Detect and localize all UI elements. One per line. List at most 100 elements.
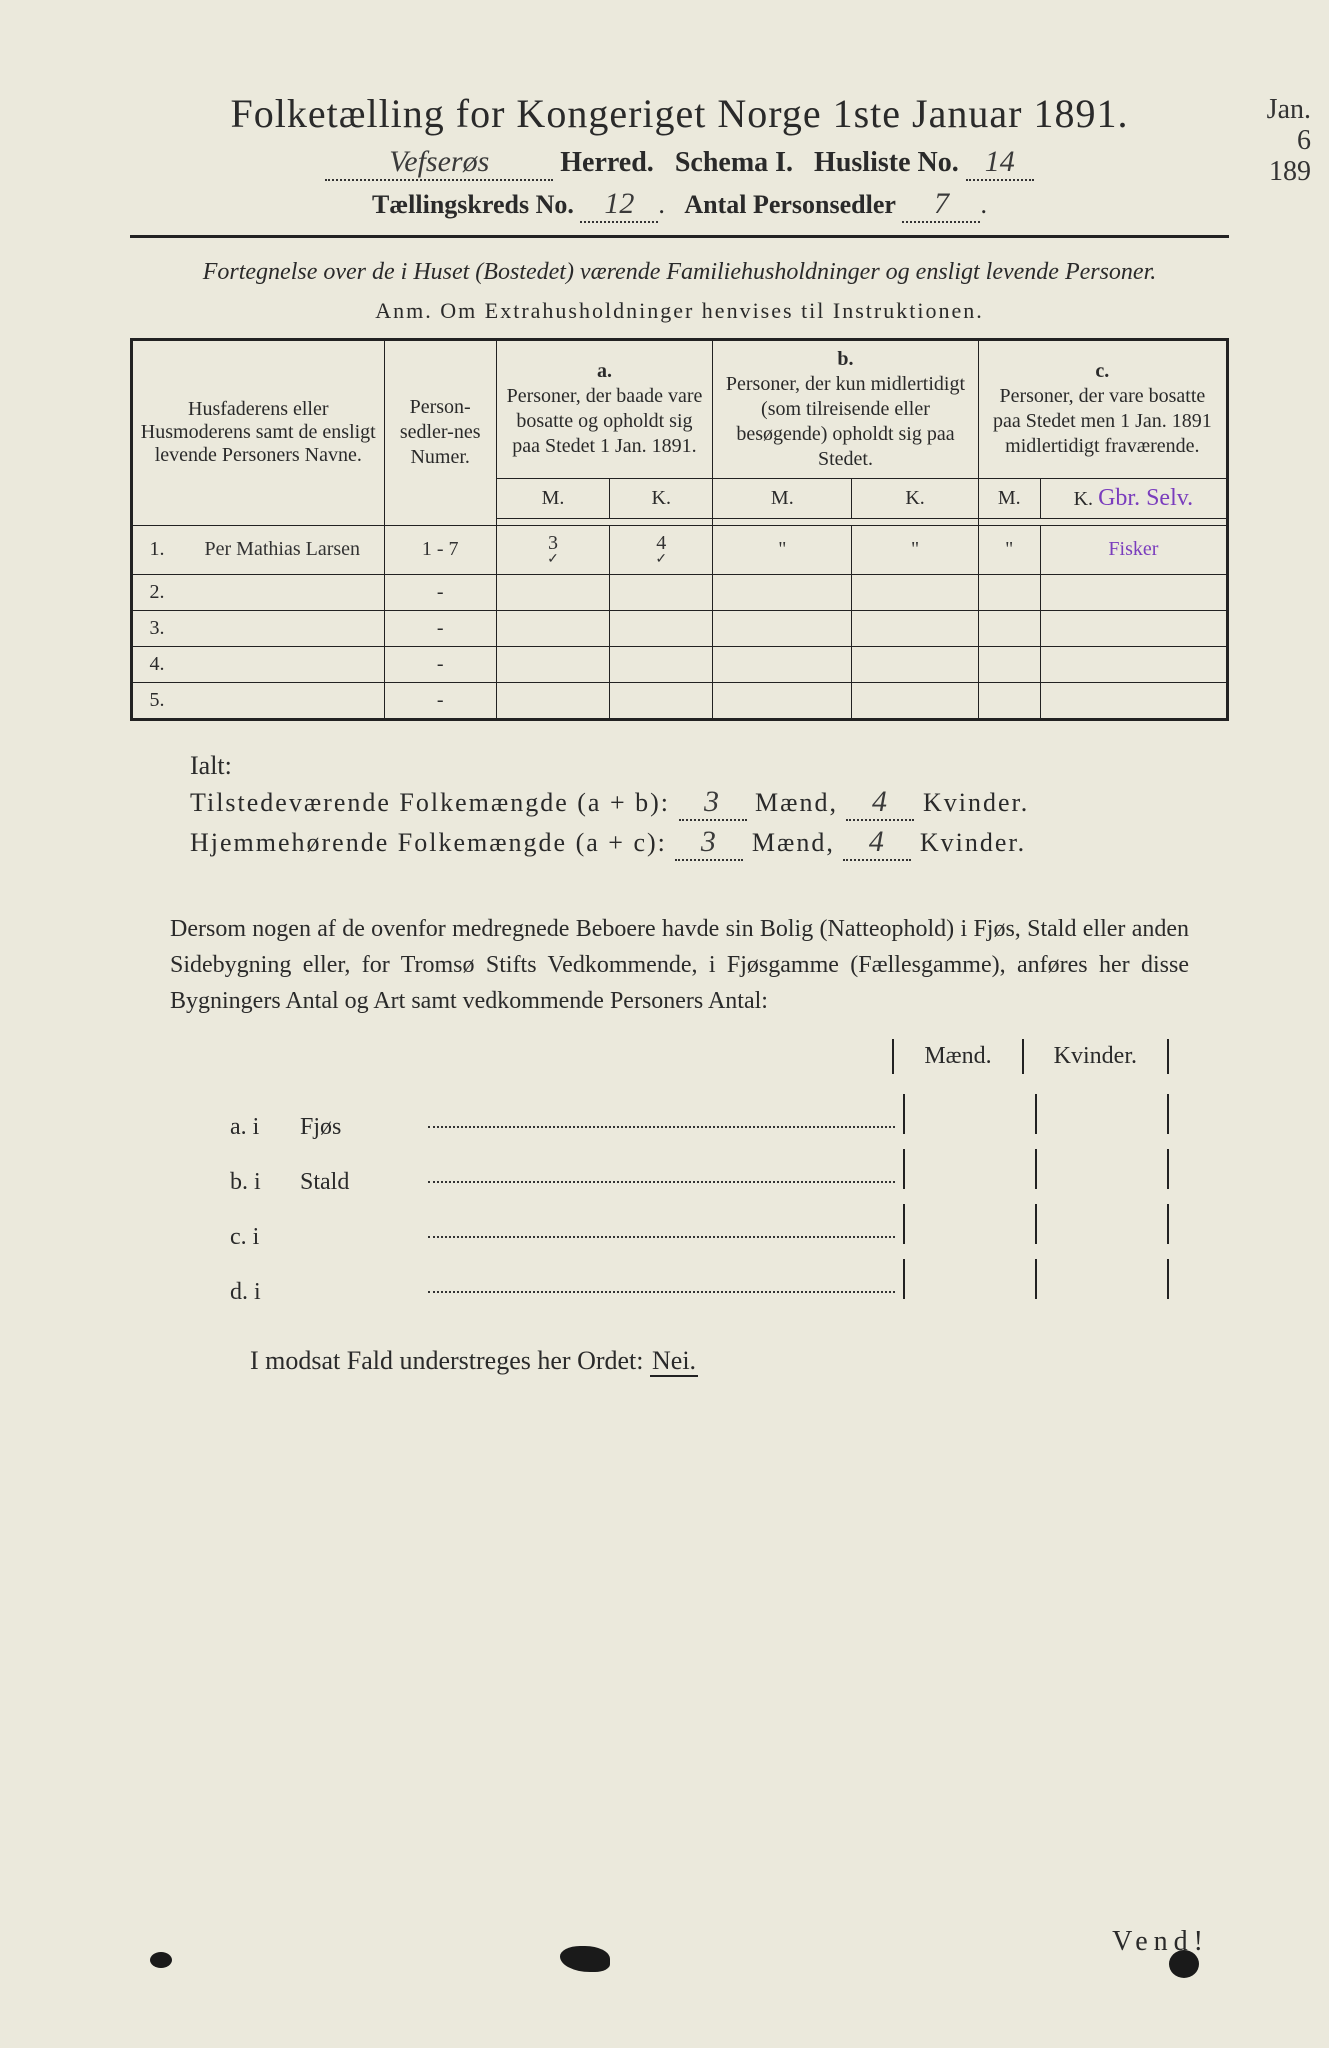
build-c-label: c. i xyxy=(230,1224,300,1251)
table-row: 5. - xyxy=(132,682,1228,719)
ink-blot xyxy=(1169,1950,1199,1978)
row-b-m xyxy=(713,646,852,682)
row-name xyxy=(181,682,384,719)
kreds-line: Tællingskreds No. 12. Antal Personsedler… xyxy=(130,187,1229,223)
row-a-k xyxy=(610,682,713,719)
purple-annotation-top: Gbr. Selv. xyxy=(1098,485,1193,511)
table-row: 2. - xyxy=(132,574,1228,610)
hjemme-label: Hjemmehørende Folkemængde (a + c): xyxy=(190,828,667,857)
build-b-k xyxy=(1035,1149,1169,1189)
table-row: 1. Per Mathias Larsen 1 - 7 3✓ 4✓ " " " … xyxy=(132,525,1228,574)
row-name xyxy=(181,646,384,682)
col-c-m: M. xyxy=(978,478,1040,518)
row-sedler: - xyxy=(384,574,496,610)
spacer-b xyxy=(713,518,979,525)
row-a-k xyxy=(610,574,713,610)
row-number: 4. xyxy=(132,646,182,682)
hjemme-k: 4 xyxy=(843,825,911,861)
kvinder-label-2: Kvinder. xyxy=(920,828,1026,857)
herred-line: Vefserøs Herred. Schema I. Husliste No. … xyxy=(130,145,1229,181)
margin-note-month: Jan. xyxy=(1267,95,1311,126)
row-b-m xyxy=(713,682,852,719)
row-b-k xyxy=(852,574,978,610)
tilstede-row: Tilstedeværende Folkemængde (a + b): 3 M… xyxy=(190,785,1229,821)
row-sedler: - xyxy=(384,610,496,646)
margin-note-year: 189 xyxy=(1267,157,1311,188)
spacer-a xyxy=(496,518,712,525)
row-c-m xyxy=(978,682,1040,719)
row-b-m xyxy=(713,574,852,610)
build-a-m xyxy=(903,1094,1035,1134)
build-b-m xyxy=(903,1149,1035,1189)
building-row-c: c. i xyxy=(230,1204,1169,1251)
description-line: Fortegnelse over de i Huset (Bostedet) v… xyxy=(130,256,1229,290)
col-b-header: b. Personer, der kun midlertidigt (som t… xyxy=(713,339,979,478)
husliste-value: 14 xyxy=(966,145,1034,181)
row-a-k xyxy=(610,610,713,646)
row-c-k: Fisker xyxy=(1040,525,1227,574)
row-a-k xyxy=(610,646,713,682)
col-c-k: K. Gbr. Selv. xyxy=(1040,478,1227,518)
anm-line: Anm. Om Extrahusholdninger henvises til … xyxy=(130,298,1229,324)
margin-note-day: 6 xyxy=(1267,126,1311,157)
margin-date-note: Jan. 6 189 xyxy=(1267,95,1311,187)
row-b-m: " xyxy=(713,525,852,574)
dotted-fill xyxy=(428,1235,895,1238)
row-number: 3. xyxy=(132,610,182,646)
maend-label-2: Mænd, xyxy=(752,828,835,857)
building-row-b: b. i Stald xyxy=(230,1149,1169,1196)
row-b-k: " xyxy=(852,525,978,574)
row-b-k xyxy=(852,646,978,682)
row-name xyxy=(181,610,384,646)
building-mk-header: Mænd. Kvinder. xyxy=(130,1039,1169,1074)
row-name: Per Mathias Larsen xyxy=(181,525,384,574)
row-c-k xyxy=(1040,682,1227,719)
row-a-m xyxy=(496,574,610,610)
row-c-m xyxy=(978,610,1040,646)
form-title: Folketælling for Kongeriget Norge 1ste J… xyxy=(130,90,1229,137)
build-b-type: Stald xyxy=(300,1169,420,1196)
build-d-k xyxy=(1035,1259,1169,1299)
col-sedler-header: Person-sedler-nes Numer. xyxy=(384,339,496,525)
col-a-header: a. Personer, der baade vare bosatte og o… xyxy=(496,339,712,478)
row-sedler: - xyxy=(384,646,496,682)
herred-value: Vefserøs xyxy=(325,145,553,181)
build-b-label: b. i xyxy=(230,1169,300,1196)
build-d-label: d. i xyxy=(230,1279,300,1306)
row-a-m xyxy=(496,610,610,646)
maend-label-1: Mænd, xyxy=(755,788,838,817)
tilstede-label: Tilstedeværende Folkemængde (a + b): xyxy=(190,788,670,817)
spacer-c xyxy=(978,518,1227,525)
row-a-m: 3✓ xyxy=(496,525,610,574)
herred-label: Herred. Schema I. Husliste No. xyxy=(560,147,958,178)
row-a-m xyxy=(496,646,610,682)
building-row-a: a. i Fjøs xyxy=(230,1094,1169,1141)
row-c-m: " xyxy=(978,525,1040,574)
col-b-k: K. xyxy=(852,478,978,518)
antal-label: Antal Personsedler xyxy=(684,190,896,219)
row-a-k: 4✓ xyxy=(610,525,713,574)
row-c-k xyxy=(1040,574,1227,610)
tk-label: Tællingskreds No. xyxy=(372,190,574,219)
build-d-m xyxy=(903,1259,1035,1299)
divider-top xyxy=(130,235,1229,238)
tilstede-k: 4 xyxy=(846,785,914,821)
kvinder-label-1: Kvinder. xyxy=(923,788,1029,817)
building-maend-header: Mænd. xyxy=(892,1039,1021,1074)
household-table: Husfaderens eller Husmoderens samt de en… xyxy=(130,338,1229,721)
row-sedler: 1 - 7 xyxy=(384,525,496,574)
col-a-m: M. xyxy=(496,478,610,518)
row-number: 2. xyxy=(132,574,182,610)
buildings-list: a. i Fjøs b. i Stald c. i d. i xyxy=(230,1094,1169,1306)
row-c-k xyxy=(1040,610,1227,646)
ink-blot xyxy=(150,1952,172,1968)
table-row: 4. - xyxy=(132,646,1228,682)
hjemme-m: 3 xyxy=(675,825,743,861)
tk-value: 12 xyxy=(580,187,658,223)
row-sedler: - xyxy=(384,682,496,719)
table-row: 3. - xyxy=(132,610,1228,646)
row-number: 5. xyxy=(132,682,182,719)
row-a-m xyxy=(496,682,610,719)
census-form-page: Jan. 6 189 Folketælling for Kongeriget N… xyxy=(0,0,1329,2048)
row-b-k xyxy=(852,682,978,719)
